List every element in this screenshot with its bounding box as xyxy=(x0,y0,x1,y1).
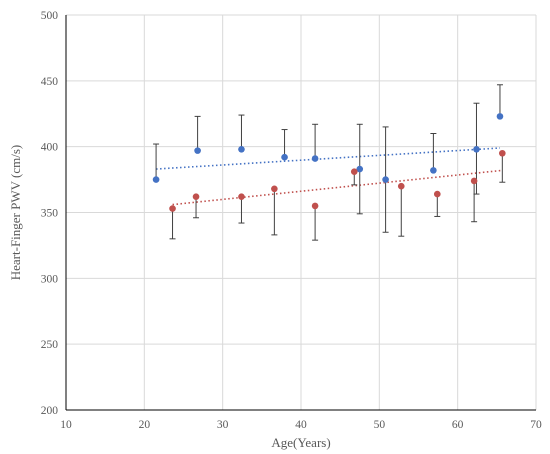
data-point-series-2 xyxy=(238,193,245,200)
trendlines xyxy=(156,147,503,206)
x-tick-label: 40 xyxy=(295,419,307,431)
y-tick-label: 200 xyxy=(41,405,59,417)
x-axis-title: Age(Years) xyxy=(271,435,330,450)
data-point-series-1 xyxy=(238,146,245,153)
data-point-series-1 xyxy=(496,113,504,120)
y-tick-label: 300 xyxy=(41,273,59,285)
data-point-series-1 xyxy=(152,176,160,183)
data-point-series-1 xyxy=(356,165,364,173)
data-point-series-2 xyxy=(169,205,176,212)
data-points xyxy=(152,113,506,212)
y-tick-label: 400 xyxy=(41,142,59,154)
axes xyxy=(65,15,536,411)
data-point-series-1 xyxy=(194,147,201,154)
trendline-1 xyxy=(156,147,501,170)
data-point-series-1 xyxy=(473,146,480,153)
data-point-series-1 xyxy=(311,155,319,162)
data-point-series-2 xyxy=(499,149,506,157)
x-tick-label: 10 xyxy=(60,419,72,431)
y-tick-label: 500 xyxy=(41,10,59,22)
data-point-series-2 xyxy=(350,168,358,175)
gridlines xyxy=(66,14,537,410)
data-point-series-2 xyxy=(470,177,478,185)
data-point-series-2 xyxy=(271,185,278,193)
trendline-2 xyxy=(172,169,503,206)
y-tick-labels: 200 250 300 350 400 450 500 xyxy=(41,10,59,417)
y-tick-label: 350 xyxy=(41,208,59,220)
x-tick-label: 50 xyxy=(374,419,386,431)
x-tick-label: 70 xyxy=(530,419,542,431)
error-bars xyxy=(153,84,506,241)
y-tick-label: 250 xyxy=(41,339,59,351)
data-point-series-2 xyxy=(397,182,405,190)
data-point-series-1 xyxy=(430,167,437,174)
y-tick-label: 450 xyxy=(41,76,59,88)
x-tick-labels: 10 20 30 40 50 60 70 xyxy=(60,419,542,431)
data-point-series-1 xyxy=(281,153,288,161)
data-point-series-2 xyxy=(434,190,441,198)
x-tick-label: 60 xyxy=(452,419,464,431)
x-tick-label: 30 xyxy=(217,419,229,431)
y-axis-title: Heart-Finger PWV (cm/s) xyxy=(8,145,23,281)
data-point-series-2 xyxy=(311,202,319,210)
x-tick-label: 20 xyxy=(139,419,151,431)
data-point-series-2 xyxy=(192,193,200,200)
data-point-series-1 xyxy=(382,176,389,183)
